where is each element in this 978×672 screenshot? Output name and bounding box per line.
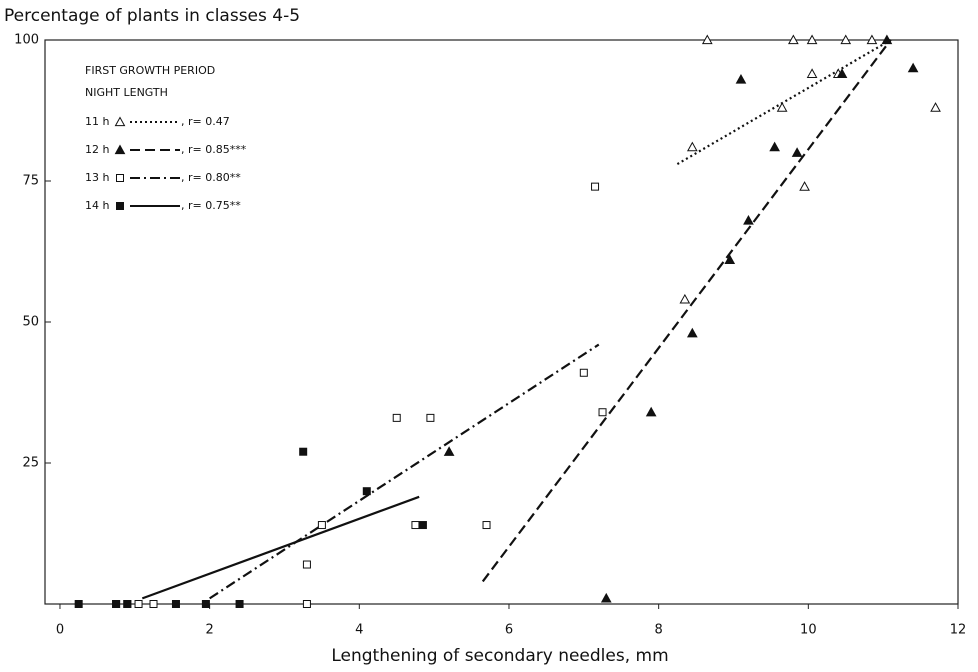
point: [836, 68, 848, 78]
point: [302, 600, 311, 608]
legend-marker: [114, 144, 126, 155]
point: [579, 368, 588, 377]
x-tick-label: 2: [205, 623, 213, 638]
point: [788, 34, 799, 45]
point: [598, 408, 607, 417]
legend-marker: [116, 174, 124, 182]
point: [299, 447, 308, 456]
point: [134, 600, 143, 608]
point: [881, 34, 893, 45]
legend-marker: [114, 116, 126, 127]
point: [201, 600, 210, 608]
x-tick-label: 12: [950, 623, 967, 638]
point: [362, 487, 371, 496]
point: [443, 446, 455, 456]
point: [171, 600, 180, 608]
point: [799, 181, 810, 191]
legend-r-label: , r= 0.47: [181, 115, 230, 128]
point: [840, 34, 852, 45]
point: [791, 147, 803, 157]
legend-r-label: , r= 0.80**: [181, 171, 241, 184]
point: [930, 102, 941, 112]
legend-label: 14 h: [85, 199, 109, 212]
point: [743, 214, 754, 225]
x-tick-label: 6: [505, 623, 513, 638]
y-tick-label: 50: [22, 315, 39, 330]
point: [149, 600, 158, 608]
y-tick-label: 25: [22, 456, 39, 471]
fit-line: [676, 39, 892, 166]
point: [392, 413, 401, 422]
x-tick-label: 10: [800, 623, 817, 638]
x-tick-label: 8: [655, 623, 663, 638]
point: [591, 182, 600, 191]
point: [645, 406, 657, 417]
point: [686, 141, 698, 152]
point: [724, 254, 736, 265]
chart-title: Percentage of plants in classes 4-5: [4, 6, 300, 26]
point: [769, 141, 781, 152]
legend-title: NIGHT LENGTH: [85, 86, 168, 99]
point: [482, 521, 491, 530]
x-axis-label: Lengthening of secondary needles, mm: [331, 646, 668, 666]
point: [776, 102, 788, 112]
legend-label: 11 h: [85, 115, 109, 128]
point: [317, 521, 326, 530]
point: [735, 73, 747, 84]
fit-line: [141, 495, 420, 600]
point: [74, 600, 83, 608]
point: [600, 592, 612, 603]
y-tick-label: 100: [14, 33, 39, 48]
point: [112, 600, 121, 608]
x-tick-label: 4: [355, 623, 363, 638]
legend-label: 13 h: [85, 171, 109, 184]
point: [302, 560, 311, 569]
legend-marker: [116, 202, 124, 210]
point: [123, 600, 132, 608]
y-tick-label: 75: [22, 174, 39, 189]
x-tick-label: 0: [56, 623, 64, 638]
point: [411, 521, 420, 530]
point: [907, 62, 919, 73]
legend-r-label: , r= 0.75**: [181, 199, 241, 212]
point: [806, 34, 818, 45]
legend-label: 12 h: [85, 143, 109, 156]
point: [806, 68, 818, 78]
point: [679, 293, 691, 304]
fit-line: [481, 39, 892, 583]
fit-line: [209, 343, 600, 600]
legend-title: FIRST GROWTH PERIOD: [85, 64, 215, 77]
point: [426, 413, 435, 422]
point: [418, 521, 427, 530]
legend-r-label: , r= 0.85***: [181, 143, 247, 156]
point: [235, 600, 244, 608]
point: [701, 34, 713, 45]
point: [686, 327, 698, 338]
point: [866, 34, 878, 45]
